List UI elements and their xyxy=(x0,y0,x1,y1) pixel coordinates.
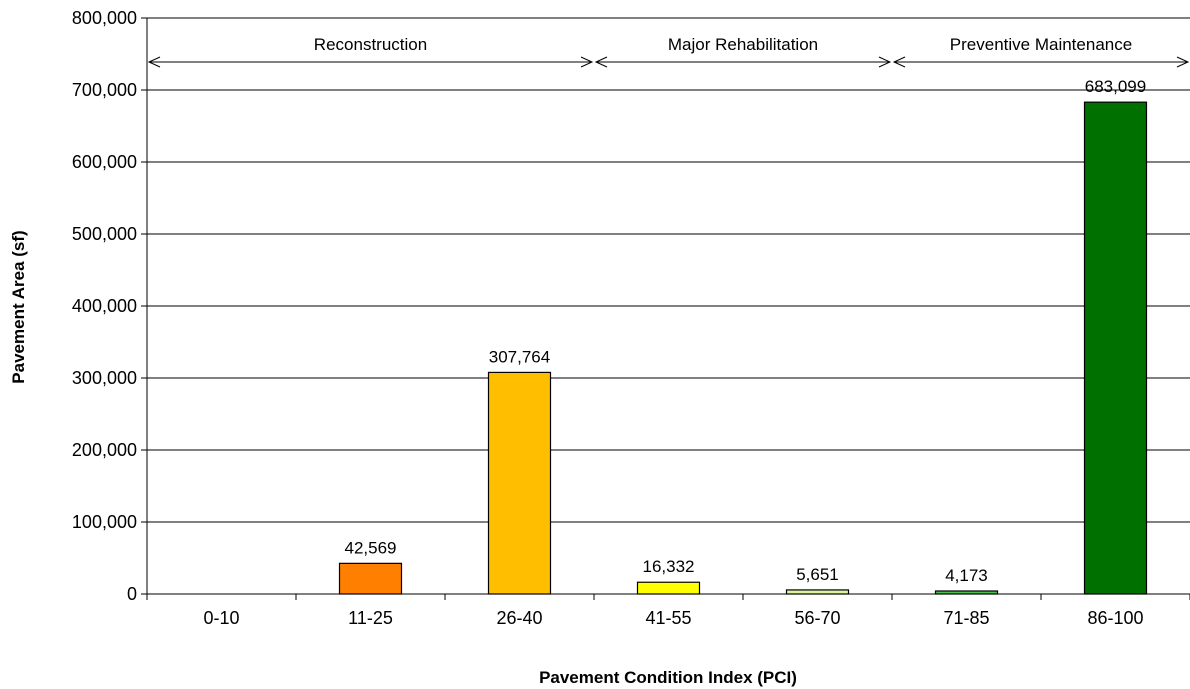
data-label: 683,099 xyxy=(1085,77,1146,96)
zone-arrowhead-right xyxy=(580,56,594,68)
zone-arrowhead-right xyxy=(1176,56,1190,68)
y-tick-label: 0 xyxy=(127,584,137,604)
data-label: 16,332 xyxy=(643,557,695,576)
y-tick-label: 200,000 xyxy=(72,440,137,460)
data-label: 5,651 xyxy=(796,565,839,584)
x-tick-label: 26-40 xyxy=(496,608,542,628)
zone-label: Reconstruction xyxy=(314,35,427,54)
data-label: 307,764 xyxy=(489,347,550,366)
treatment-zones: Reconstruction Major Rehabilitation Preven… xyxy=(147,35,1190,68)
zone-arrow: Preventive Maintenance xyxy=(892,35,1190,68)
x-axis-title: Pavement Condition Index (PCI) xyxy=(539,668,797,687)
bar-41-55 xyxy=(636,581,701,595)
y-tick-labels: 0 100,000 200,000 300,000 400,000 500,000 600,… xyxy=(72,8,137,604)
zone-label: Major Rehabilitation xyxy=(668,35,818,54)
x-tick-label: 86-100 xyxy=(1087,608,1143,628)
zone-label: Preventive Maintenance xyxy=(950,35,1132,54)
zone-arrow: Reconstruction xyxy=(147,35,594,68)
y-tick-label: 500,000 xyxy=(72,224,137,244)
x-tick-label: 56-70 xyxy=(794,608,840,628)
y-tick-label: 100,000 xyxy=(72,512,137,532)
zone-arrowhead-left xyxy=(594,56,608,68)
data-labels: 42,569 307,764 16,332 5,651 4,173 683,099 xyxy=(345,77,1147,585)
x-tick-label: 71-85 xyxy=(943,608,989,628)
bar-26-40 xyxy=(487,371,552,595)
x-tick-labels: 0-10 11-25 26-40 41-55 56-70 71-85 86-100 xyxy=(203,608,1143,628)
y-tick-label: 300,000 xyxy=(72,368,137,388)
zone-arrowhead-right xyxy=(878,56,892,68)
gridlines xyxy=(147,17,1190,523)
x-tick-label: 0-10 xyxy=(203,608,239,628)
bars xyxy=(338,101,1148,595)
y-axis-title: Pavement Area (sf) xyxy=(9,230,28,383)
y-tick-label: 600,000 xyxy=(72,152,137,172)
y-tick-label: 800,000 xyxy=(72,8,137,28)
bar-11-25 xyxy=(338,562,403,595)
x-tick-label: 11-25 xyxy=(348,608,393,628)
axes xyxy=(141,17,1190,600)
zone-arrowhead-left xyxy=(147,56,161,68)
data-label: 42,569 xyxy=(345,538,397,557)
y-tick-label: 400,000 xyxy=(72,296,137,316)
zone-arrow: Major Rehabilitation xyxy=(594,35,892,68)
y-tick-label: 700,000 xyxy=(72,80,137,100)
bar-56-70 xyxy=(785,589,850,595)
data-label: 4,173 xyxy=(945,566,988,585)
zone-arrowhead-left xyxy=(892,56,906,68)
bar-86-100 xyxy=(1083,101,1148,595)
x-tick-label: 41-55 xyxy=(645,608,691,628)
